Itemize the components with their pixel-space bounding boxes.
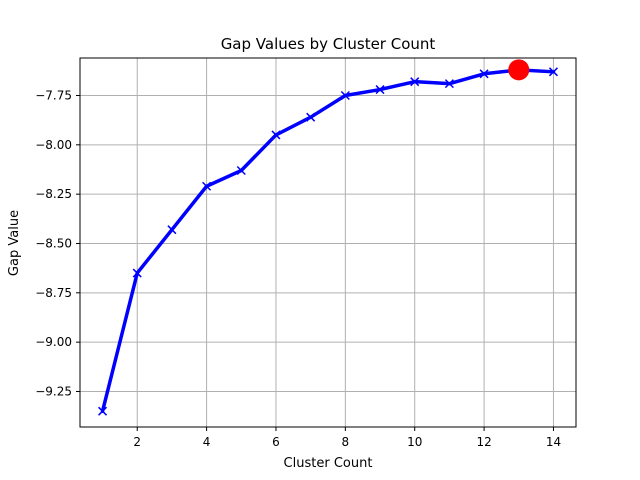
y-tick-label: −8.25 [35, 187, 72, 201]
data-point-marker [132, 268, 142, 278]
x-tick-label: 12 [476, 435, 491, 449]
y-tick-label: −8.00 [35, 138, 72, 152]
data-point-marker [98, 406, 108, 416]
marker-stroke [479, 69, 489, 79]
y-tick-label: −8.50 [35, 236, 72, 250]
y-tick-label: −9.25 [35, 384, 72, 398]
data-point-marker [410, 77, 420, 87]
axis-ticks: 2 4 6 8 10 12 14 −9.25 −9.00 −8.75 −8.50 −8.25 −8.00… [35, 88, 561, 449]
marker-stroke [410, 77, 420, 87]
marker-stroke [306, 112, 316, 122]
data-point-marker [202, 181, 212, 191]
data-point-marker [548, 67, 558, 77]
data-series [98, 59, 558, 416]
x-tick-label: 2 [133, 435, 141, 449]
x-tick-label: 6 [272, 435, 280, 449]
optimal-cluster-marker [508, 59, 530, 81]
marker-stroke [271, 130, 281, 140]
marker-stroke [167, 225, 177, 235]
marker-stroke [548, 67, 558, 77]
marker-stroke [98, 406, 108, 416]
data-point-marker [479, 69, 489, 79]
marker-stroke [375, 85, 385, 95]
y-tick-label: −7.75 [35, 88, 72, 102]
plot-frame [79, 57, 577, 428]
y-tick-label: −9.00 [35, 335, 72, 349]
data-point-marker [306, 112, 316, 122]
y-tick-label: −8.75 [35, 286, 72, 300]
marker-stroke [132, 268, 142, 278]
marker-stroke [340, 90, 350, 101]
data-point-marker [375, 85, 385, 95]
y-axis-title: Gap Value [7, 210, 22, 276]
x-tick-label: 14 [546, 435, 561, 449]
gap-value-line [100, 68, 556, 413]
data-point-marker [236, 165, 246, 176]
data-point-marker [167, 225, 177, 235]
x-tick-label: 4 [203, 435, 211, 449]
x-tick-label: 10 [407, 435, 422, 449]
marker-stroke [202, 181, 212, 191]
data-point-marker [444, 79, 454, 89]
chart-title: Gap Values by Cluster Count [221, 35, 436, 53]
marker-stroke [236, 165, 246, 176]
x-axis-title: Cluster Count [284, 456, 373, 471]
x-tick-label: 8 [342, 435, 350, 449]
data-point-marker [340, 90, 350, 101]
grid-lines [80, 58, 576, 427]
marker-stroke [444, 79, 454, 89]
data-point-marker [271, 130, 281, 140]
